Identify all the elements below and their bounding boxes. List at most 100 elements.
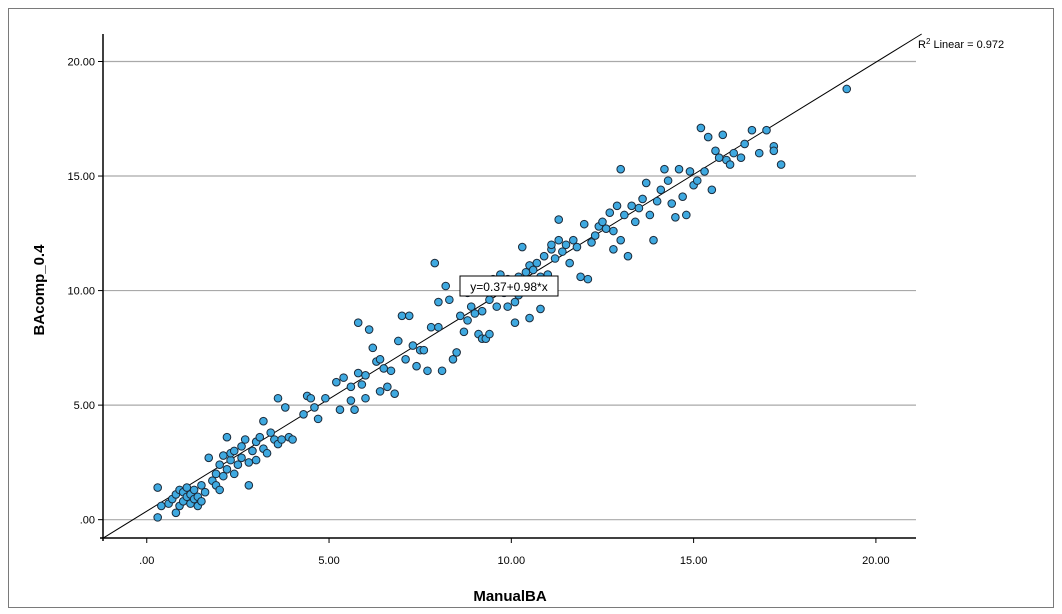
data-point-137 — [550, 254, 560, 263]
data-point-42 — [248, 446, 257, 456]
data-point-96 — [437, 366, 447, 376]
data-point-189 — [729, 148, 739, 158]
data-point-35 — [229, 446, 239, 456]
y-tick-label-4: 20.00 — [67, 56, 95, 68]
data-point-63 — [332, 377, 341, 387]
gridlines — [103, 60, 916, 521]
data-point-168 — [652, 196, 662, 206]
equation-text: y=0.37+0.98*x — [470, 280, 547, 294]
data-point-160 — [623, 251, 633, 261]
data-point-130 — [532, 258, 542, 268]
data-point-5 — [171, 508, 181, 518]
data-point-122 — [510, 318, 520, 327]
data-point-74 — [364, 325, 374, 334]
data-point-46 — [259, 416, 268, 426]
data-point-184 — [711, 146, 720, 156]
r2-symbol: R — [918, 39, 926, 51]
data-point-29 — [219, 471, 228, 481]
data-point-31 — [222, 464, 232, 474]
data-point-57 — [299, 409, 308, 419]
data-point-70 — [353, 318, 363, 327]
data-point-34 — [229, 469, 239, 479]
data-point-26 — [215, 485, 224, 495]
data-point-69 — [353, 368, 363, 378]
data-point-92 — [426, 322, 436, 332]
y-tick-label-2: 10.00 — [67, 286, 95, 298]
data-point-21 — [200, 487, 210, 497]
data-point-90 — [419, 345, 429, 355]
data-point-183 — [707, 185, 717, 195]
data-point-186 — [718, 130, 728, 140]
data-point-161 — [627, 201, 636, 211]
data-point-157 — [616, 164, 625, 174]
data-point-129 — [528, 265, 538, 275]
data-point-148 — [587, 238, 596, 247]
data-point-140 — [558, 247, 567, 256]
data-point-163 — [634, 203, 644, 213]
data-point-80 — [383, 382, 392, 392]
data-point-0 — [153, 513, 162, 522]
data-point-176 — [682, 210, 691, 220]
data-point-190 — [736, 153, 746, 163]
data-point-106 — [470, 309, 480, 318]
data-point-139 — [554, 215, 564, 224]
data-point-71 — [357, 380, 367, 389]
data-point-143 — [569, 235, 578, 245]
data-point-22 — [204, 453, 214, 463]
x-tick-label-0: .00 — [139, 555, 154, 567]
data-point-102 — [459, 327, 469, 337]
data-point-138 — [554, 235, 564, 245]
data-point-111 — [485, 329, 494, 339]
data-point-82 — [390, 389, 399, 398]
data-point-87 — [408, 341, 418, 350]
data-point-158 — [616, 235, 625, 245]
data-point-101 — [455, 311, 465, 321]
data-point-65 — [339, 373, 348, 382]
data-point-181 — [700, 167, 709, 176]
equation-label: y=0.37+0.98*x — [459, 275, 559, 297]
data-point-77 — [375, 355, 385, 364]
data-point-118 — [503, 302, 512, 311]
y-tick-label-0: .00 — [80, 515, 95, 527]
data-point-177 — [685, 167, 695, 176]
data-point-37 — [237, 442, 246, 451]
data-point-167 — [649, 235, 658, 245]
data-point-48 — [262, 448, 272, 458]
data-point-144 — [572, 242, 582, 252]
data-point-59 — [306, 393, 316, 403]
data-point-115 — [492, 302, 502, 311]
data-point-174 — [674, 164, 684, 174]
data-point-159 — [620, 210, 629, 220]
y-tick-label-1: 5.00 — [74, 400, 95, 412]
data-point-81 — [386, 366, 396, 376]
data-point-66 — [346, 396, 356, 405]
data-point-112 — [485, 295, 494, 305]
data-point-67 — [346, 382, 356, 392]
data-point-28 — [219, 451, 228, 460]
data-point-98 — [445, 295, 454, 305]
data-point-132 — [536, 304, 545, 314]
data-point-49 — [266, 428, 276, 437]
r2-superscript: 2 — [926, 37, 931, 46]
data-point-95 — [434, 322, 443, 332]
data-point-136 — [547, 240, 556, 250]
data-point-30 — [222, 432, 232, 442]
data-point-121 — [510, 297, 520, 307]
data-point-125 — [517, 242, 527, 252]
data-point-156 — [612, 201, 622, 211]
data-point-84 — [397, 311, 407, 321]
data-point-94 — [434, 297, 443, 307]
data-point-2 — [157, 501, 166, 511]
ticks: .00 5.00 10.00 15.00 20.00 .00 5.00 10.00 15.00 2… — [67, 56, 889, 567]
data-point-53 — [277, 435, 286, 444]
data-point-39 — [240, 435, 250, 444]
data-point-133 — [539, 251, 549, 261]
data-point-154 — [609, 245, 618, 254]
y-tick-label-3: 15.00 — [67, 171, 95, 183]
data-point-152 — [601, 224, 611, 234]
x-tick-label-2: 10.00 — [498, 555, 526, 567]
data-point-169 — [656, 185, 666, 195]
data-point-141 — [561, 240, 571, 250]
data-point-170 — [660, 164, 669, 174]
data-point-162 — [630, 217, 640, 227]
